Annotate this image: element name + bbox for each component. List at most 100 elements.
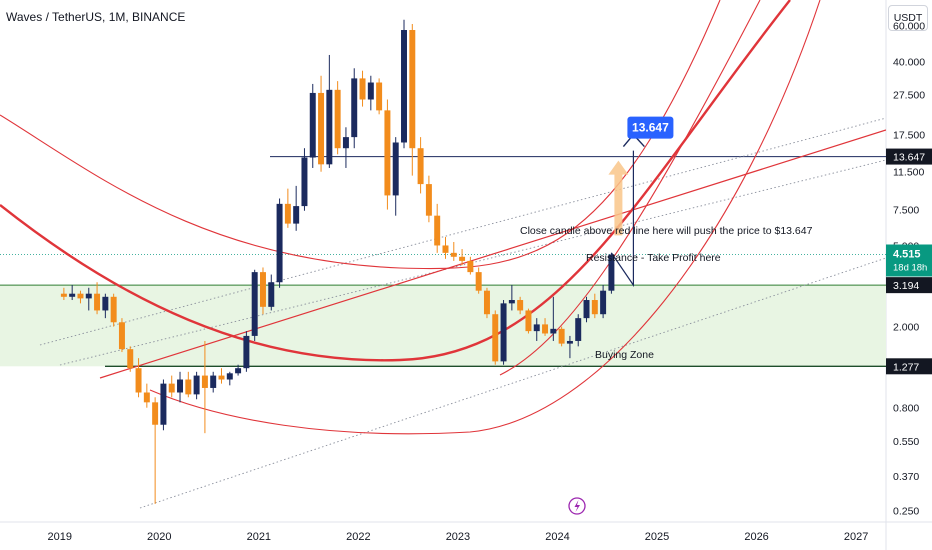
candle-body-2024-06: [600, 290, 607, 315]
candle-body-2023-12: [550, 328, 557, 334]
x-tick-2020: 2020: [147, 531, 171, 543]
level-tag-1.277: [886, 358, 932, 375]
x-tick-2026: 2026: [744, 531, 768, 543]
y-tick-40.000: 40.000: [893, 56, 925, 68]
level-tag-label-1.277: 1.277: [893, 361, 919, 373]
candle-body-2024-02: [566, 340, 573, 344]
candle-body-2022-06: [401, 30, 407, 143]
candle-body-2019-11: [143, 392, 150, 403]
current-price-label: 4.515: [893, 248, 921, 260]
buying-zone-band: [0, 285, 886, 367]
candle-body-2019-10: [135, 368, 142, 393]
x-tick-2019: 2019: [47, 531, 71, 543]
channel-dotted-line-3: [139, 257, 886, 509]
x-tick-2023: 2023: [446, 531, 470, 543]
orange-up-arrow: [608, 160, 629, 236]
candle-body-2020-11: [243, 335, 250, 369]
candle-body-2023-02: [467, 260, 474, 273]
candle-body-2019-08: [118, 322, 125, 350]
candle-body-2023-06: [500, 303, 507, 362]
candle-body-2021-06: [301, 157, 308, 207]
candle-body-2021-07: [309, 92, 316, 158]
candle-body-2021-01: [259, 272, 266, 307]
candle-body-2021-11: [342, 137, 349, 149]
lower-arc-curve: [149, 0, 821, 435]
candle-body-2023-09: [525, 310, 532, 332]
candle-body-2022-10: [434, 215, 441, 246]
candle-body-2024-04: [583, 300, 590, 319]
y-tick-11.500: 11.500: [893, 167, 924, 179]
level-tag-13.647: [886, 148, 932, 165]
current-price-countdown: 18d 18h: [893, 262, 927, 273]
chart-title: Waves / TetherUS, 1M, BINANCE: [6, 10, 186, 24]
y-tick-0.250: 0.250: [893, 506, 919, 518]
candle-body-2019-02: [69, 293, 76, 297]
target-bubble: [627, 116, 674, 139]
candle-body-2019-05: [94, 293, 101, 311]
channel-dotted-line-2: [59, 159, 886, 366]
candle-body-2023-10: [533, 324, 540, 332]
candle-body-2020-03: [177, 379, 184, 393]
y-tick-7.500: 7.500: [893, 205, 919, 217]
y-tick-0.800: 0.800: [893, 403, 919, 415]
candle-body-2021-05: [293, 206, 300, 224]
candle-body-2023-11: [542, 324, 549, 334]
y-tick-27.500: 27.500: [893, 90, 925, 102]
candle-body-2020-09: [226, 373, 233, 380]
y-tick-0.370: 0.370: [893, 471, 919, 483]
candle-body-2022-11: [442, 245, 449, 253]
candle-body-2023-04: [483, 290, 490, 315]
y-tick-60.000: 60.000: [893, 20, 925, 32]
candle-body-2019-07: [110, 296, 117, 323]
candle-body-2022-09: [425, 184, 432, 216]
candle-body-2024-03: [575, 318, 582, 341]
candle-body-2024-01: [558, 328, 565, 344]
x-tick-2027: 2027: [844, 531, 868, 543]
candle-body-2022-05: [392, 142, 399, 196]
candle-body-2022-08: [417, 148, 424, 185]
candle-body-2024-05: [591, 300, 598, 315]
x-tick-2022: 2022: [346, 531, 370, 543]
candle-body-2023-08: [517, 300, 524, 311]
y-tick-0.550: 0.550: [893, 436, 919, 448]
note-resistance: Resistance - Take Profit here: [586, 252, 721, 264]
note-buying-zone: Buying Zone: [595, 349, 654, 361]
candle-body-2019-03: [77, 293, 84, 299]
candle-body-2022-12: [450, 252, 457, 257]
candle-body-2021-12: [351, 78, 358, 138]
candle-body-2023-01: [459, 256, 466, 261]
candle-body-2020-02: [168, 383, 175, 393]
lightning-icon: [568, 497, 586, 515]
candle-body-2021-02: [268, 282, 275, 307]
y-tick-17.500: 17.500: [893, 130, 925, 142]
candle-body-2022-02: [367, 82, 374, 100]
candle-body-2020-06: [201, 375, 208, 388]
candle-body-2023-03: [475, 272, 482, 291]
candle-body-2021-04: [284, 203, 291, 224]
level-tag-label-13.647: 13.647: [893, 152, 925, 164]
candle-body-2020-12: [251, 272, 258, 336]
main-parabolic-curve: [0, 0, 791, 362]
upper-arc-curve: [0, 0, 721, 270]
x-tick-2025: 2025: [645, 531, 669, 543]
candle-body-2019-06: [102, 296, 109, 311]
x-tick-2024: 2024: [545, 531, 569, 543]
target-bubble-label: 13.647: [632, 121, 669, 135]
x-tick-2021: 2021: [247, 531, 271, 543]
current-price-tag: [886, 244, 932, 277]
candle-body-2023-07: [508, 300, 515, 304]
candle-body-2023-05: [492, 314, 499, 362]
candle-body-2021-09: [326, 89, 333, 165]
note-close-candle: Close candle above red line here will pu…: [520, 225, 813, 237]
lightning-bolt-icon: [574, 500, 580, 512]
candle-body-2021-08: [318, 92, 325, 165]
currency-button[interactable]: USDT: [888, 5, 928, 31]
projection-path: [610, 150, 635, 288]
candle-body-2020-05: [193, 375, 200, 395]
level-tag-label-3.194: 3.194: [893, 280, 919, 292]
candle-body-2019-04: [85, 293, 92, 299]
candle-body-2022-01: [359, 78, 366, 100]
level-tag-3.194: [886, 277, 932, 294]
candle-body-2019-12: [152, 402, 159, 425]
candle-body-2022-04: [384, 110, 391, 196]
